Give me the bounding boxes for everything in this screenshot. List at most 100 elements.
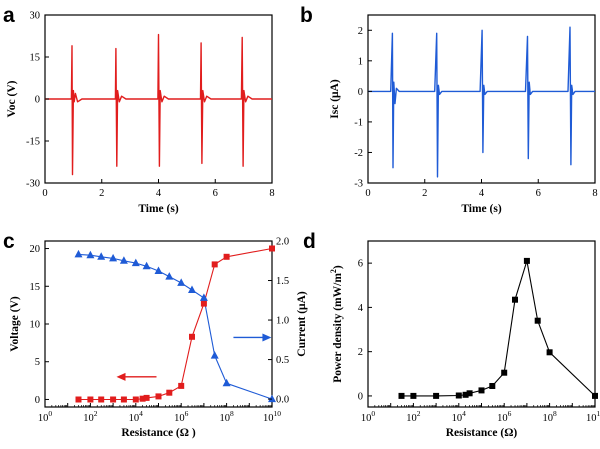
current-point: [74, 249, 83, 258]
current-point: [165, 272, 174, 280]
voltage-arrow-head: [116, 372, 126, 381]
power-point: [534, 317, 541, 324]
y-tick-label: 30: [30, 11, 41, 22]
plot-frame: [44, 240, 273, 408]
panel-d: 100 102 104 106 108 1010 0 2 4 6 Resistance (Ω) Pow…: [329, 240, 600, 439]
x-tick-label: 104: [129, 409, 144, 424]
x-tick-label: 0: [365, 188, 370, 199]
power-point: [462, 391, 469, 398]
x-tick-label: 2: [422, 188, 427, 199]
voltage-point: [139, 395, 146, 402]
y-tick-label: -15: [26, 137, 40, 148]
voltage-point: [132, 396, 139, 403]
power-point: [478, 387, 485, 394]
y-tick-label-right: 0.0: [276, 395, 289, 406]
voltage-point: [166, 389, 173, 396]
current-point: [131, 258, 140, 267]
current-arrow-head: [262, 333, 272, 342]
power-point: [501, 369, 508, 376]
y-tick-label: 2: [358, 26, 363, 37]
x-tick-label: 6: [536, 188, 541, 199]
y-tick-label: -1: [354, 117, 363, 128]
power-point: [592, 392, 598, 399]
x-tick-label: 1010: [263, 409, 281, 424]
power-point: [512, 296, 518, 303]
y-tick-label-right: 1.0: [276, 316, 289, 327]
x-tick-label: 102: [83, 409, 98, 424]
y-tick-label: 0: [358, 391, 363, 402]
y-tick-label: -30: [26, 179, 40, 190]
voltage-point: [155, 393, 162, 400]
signal-line: [368, 26, 595, 178]
current-point: [97, 252, 106, 260]
x-tick-label: 0: [42, 188, 47, 199]
panel-c: 100 102 104 106 108 1010 0 5 10 15 20 0.0 0.5 1.0 1.5 2…: [9, 237, 308, 440]
y-tick-label: 20: [30, 244, 41, 255]
x-tick-label: 106: [497, 409, 512, 424]
y-tick-label: 1: [358, 56, 363, 67]
current-point: [109, 253, 118, 262]
power-point: [523, 257, 530, 264]
y-axis-label: Power density (mW/m2): [329, 265, 344, 383]
x-axis-label: Time (s): [138, 203, 179, 215]
x-axis-label: Resistance (Ω): [446, 427, 518, 439]
panel-a: 0 2 4 6 8 -30 -15 0 15 30 Time (s) Voc (V): [6, 11, 275, 216]
x-tick-label: 6: [213, 188, 218, 199]
x-tick-label: 100: [361, 409, 376, 424]
plot-frame: [367, 240, 596, 408]
current-point: [222, 378, 231, 387]
y-axis-label: Isc (μA): [329, 79, 341, 119]
y-tick-label: -2: [354, 148, 363, 159]
x-tick-label: 104: [452, 409, 467, 424]
voltage-point: [110, 396, 117, 403]
x-axis-label: Resistance (Ω ): [121, 427, 196, 439]
y-tick-label-right: 1.5: [276, 276, 289, 287]
x-tick-label: 4: [156, 188, 162, 199]
current-line: [78, 253, 273, 400]
panel-letter-d: d: [303, 230, 316, 253]
voltage-point: [98, 396, 105, 403]
voltage-point: [211, 261, 218, 268]
power-point: [410, 392, 417, 399]
x-tick-label: 106: [174, 409, 189, 424]
y-tick-label: -3: [354, 179, 363, 190]
voltage-point: [189, 333, 195, 340]
current-point: [188, 285, 196, 293]
power-point: [398, 392, 405, 399]
y-tick-label: 15: [30, 282, 41, 293]
current-point: [119, 256, 128, 264]
power-point: [455, 392, 462, 399]
x-tick-label: 4: [479, 188, 485, 199]
y-tick-label: 15: [30, 53, 41, 64]
current-point: [142, 261, 151, 270]
current-point: [177, 278, 186, 286]
current-point: [86, 250, 95, 259]
x-tick-label: 8: [269, 188, 274, 199]
x-tick-label: 108: [219, 409, 234, 424]
y-axis-label: Voc (V): [6, 80, 18, 117]
power-point: [489, 383, 496, 389]
panel-letter-c: c: [3, 230, 15, 253]
voltage-point: [75, 396, 82, 403]
y-tick-label: 0: [358, 87, 363, 98]
y-tick-label: 4: [358, 303, 364, 314]
voltage-point: [178, 382, 185, 389]
y-tick-label: 0: [35, 95, 40, 106]
y-tick-label: 2: [358, 347, 363, 358]
panel-letter-a: a: [3, 4, 15, 27]
y-axis-label-left: Voltage (V): [9, 296, 21, 352]
power-point: [546, 349, 553, 356]
y-tick-label-right: 0.5: [276, 355, 289, 366]
x-tick-label: 2: [99, 188, 104, 199]
power-point: [433, 392, 440, 399]
current-point: [268, 394, 276, 403]
voltage-line: [78, 247, 273, 401]
current-point: [210, 351, 219, 359]
y-axis-label-right: Current (μA): [296, 291, 308, 357]
y-tick-label: 6: [358, 259, 363, 270]
current-point: [199, 293, 208, 301]
voltage-point: [223, 253, 230, 260]
voltage-point: [200, 300, 207, 307]
y-tick-label: 10: [30, 320, 41, 331]
voltage-point: [143, 394, 150, 401]
